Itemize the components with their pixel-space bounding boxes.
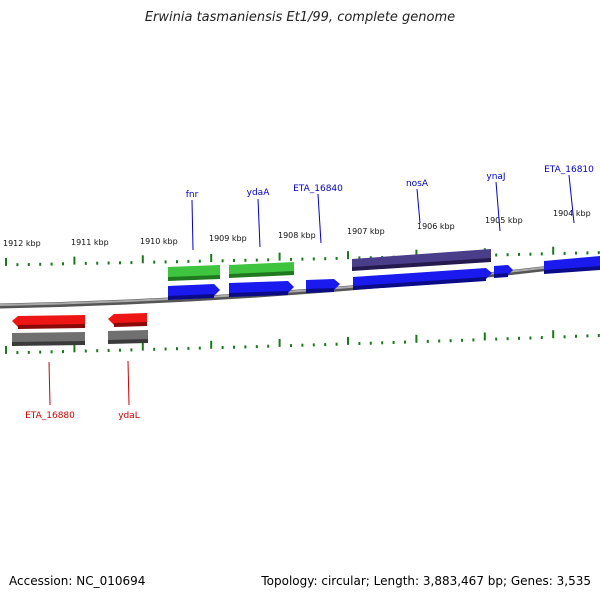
cds-ETA_16840[interactable] — [306, 279, 340, 291]
tick-label-1907: 1907 kbp — [347, 227, 385, 236]
cds-ynaJ[interactable] — [494, 265, 513, 276]
inner-tick-track — [5, 330, 600, 355]
gene-ETA_16880[interactable] — [12, 332, 85, 344]
cds-ydaL[interactable] — [108, 313, 147, 325]
tick-label-1911: 1911 kbp — [71, 238, 109, 247]
tick-labels: 1912 kbp 1911 kbp 1910 kbp 1909 kbp 1908… — [3, 209, 591, 248]
genome-backbone — [0, 259, 600, 309]
forward-gene-labels: fnr ydaA ETA_16840 nosA ynaJ ETA_16810 — [186, 165, 594, 251]
map-title: Erwinia tasmaniensis Et1/99, complete ge… — [144, 10, 456, 25]
reverse-gene-labels: ETA_16880 ydaL — [25, 360, 140, 421]
tick-label-1904: 1904 kbp — [553, 209, 591, 218]
reverse-cds-track — [12, 313, 147, 329]
reverse-gene-track — [12, 330, 148, 346]
cds-ETA_16880[interactable] — [12, 315, 85, 327]
forward-cds-track — [168, 256, 600, 300]
forward-gene-track — [168, 249, 491, 281]
label-ydaL[interactable]: ydaL — [118, 411, 140, 421]
tick-label-1912: 1912 kbp — [3, 239, 41, 248]
outer-tick-track — [5, 246, 600, 267]
tick-label-1908: 1908 kbp — [278, 231, 316, 240]
tick-label-1905: 1905 kbp — [485, 216, 523, 225]
gene-ydaL[interactable] — [108, 330, 148, 342]
label-ydaA[interactable]: ydaA — [247, 188, 271, 198]
label-ETA_16880[interactable]: ETA_16880 — [25, 411, 75, 421]
cds-nosA[interactable] — [353, 268, 492, 288]
label-nosA[interactable]: nosA — [406, 179, 429, 189]
label-ynaJ[interactable]: ynaJ — [486, 172, 505, 182]
tick-label-1909: 1909 kbp — [209, 234, 247, 243]
label-fnr[interactable]: fnr — [186, 190, 199, 200]
genome-summary-text: Topology: circular; Length: 3,883,467 bp… — [261, 574, 591, 588]
tick-label-1906: 1906 kbp — [417, 222, 455, 231]
label-ETA_16840[interactable]: ETA_16840 — [293, 184, 343, 194]
accession-text: Accession: NC_010694 — [9, 574, 146, 588]
label-ETA_16810[interactable]: ETA_16810 — [544, 165, 594, 175]
tick-label-1910: 1910 kbp — [140, 237, 178, 246]
